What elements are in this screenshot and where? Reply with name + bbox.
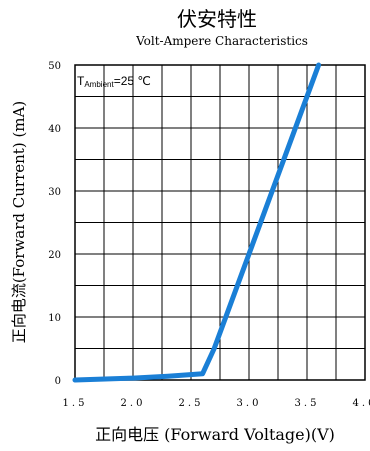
x-tick-label: 3.5 (295, 398, 320, 409)
x-axis-label: 正向电压 (Forward Voltage)(V) (95, 425, 335, 444)
annotation-value: =25 ℃ (114, 74, 151, 88)
y-tick-label: 10 (48, 313, 61, 324)
chart-subtitle: Volt-Ampere Characteristics (135, 34, 308, 48)
y-tick-label: 40 (48, 124, 61, 135)
x-tick-label: 1.5 (63, 398, 88, 409)
annotation-subscript: Ambient (84, 80, 114, 89)
annotation-t: T (77, 74, 85, 88)
ambient-annotation: TAmbient=25 ℃ (77, 74, 151, 89)
y-tick-label: 50 (48, 61, 61, 72)
x-tick-labels: 1.5 2.0 2.5 3.0 3.5 4.0 (63, 398, 370, 409)
plot-border (74, 64, 366, 381)
y-tick-labels: 0 10 20 30 40 50 (48, 61, 61, 387)
y-tick-label: 30 (48, 187, 61, 198)
x-tick-label: 2.5 (179, 398, 204, 409)
plot-frame (74, 64, 366, 381)
x-tick-label: 4.0 (353, 398, 370, 409)
x-tick-label: 3.0 (237, 398, 262, 409)
y-axis-label: 正向电流(Forward Current) (mA) (10, 101, 28, 343)
svg-text:TAmbient=25 ℃: TAmbient=25 ℃ (77, 74, 151, 89)
y-tick-label: 0 (55, 376, 61, 387)
y-tick-label: 20 (48, 250, 61, 261)
series-line-forward-current (72, 62, 322, 383)
chart-title: 伏安特性 (177, 7, 257, 31)
x-tick-label: 2.0 (121, 398, 146, 409)
